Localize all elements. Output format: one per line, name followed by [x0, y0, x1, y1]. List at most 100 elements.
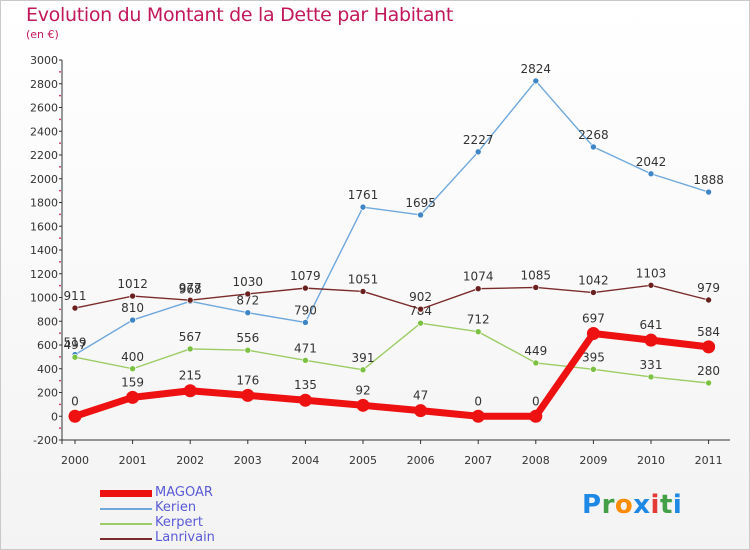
data-point [644, 333, 658, 347]
data-label: 159 [121, 375, 144, 389]
series-line-kerpert [74, 322, 709, 384]
data-label: 1030 [233, 275, 264, 289]
data-point [705, 296, 712, 304]
y-minor-tick [59, 355, 61, 358]
data-point [417, 319, 424, 327]
x-tick-label: 2002 [176, 454, 204, 467]
data-point [532, 77, 540, 85]
data-point [298, 393, 312, 407]
legend-label: Lanrivain [155, 530, 215, 545]
y-minor-tick [59, 237, 61, 240]
data-label: 2268 [578, 128, 609, 142]
data-label: 331 [640, 358, 663, 372]
data-label: 1042 [578, 274, 609, 288]
y-minor-tick [59, 308, 61, 311]
data-point [532, 284, 540, 291]
data-point [244, 290, 252, 298]
x-tick-label: 2009 [579, 454, 607, 467]
y-tick-label: 1000 [30, 292, 58, 305]
legend-label: Kerien [155, 500, 197, 515]
data-label: 1761 [348, 188, 379, 202]
data-label: 556 [236, 331, 259, 345]
data-point [183, 384, 197, 398]
y-tick-label: 2200 [30, 149, 58, 162]
y-minor-tick [59, 284, 61, 287]
x-tick-label: 2000 [61, 454, 89, 467]
y-tick-label: 800 [37, 315, 58, 328]
data-point [359, 203, 367, 211]
data-point [702, 340, 716, 354]
y-minor-tick [59, 403, 61, 406]
logo-letter: o [614, 490, 634, 520]
data-label: 790 [294, 303, 317, 317]
data-point [590, 143, 597, 151]
data-label: 92 [355, 383, 370, 397]
data-label: 697 [582, 311, 605, 325]
legend-swatch [100, 523, 152, 525]
data-label: 280 [697, 364, 720, 378]
data-label: 471 [294, 341, 317, 355]
y-minor-tick [59, 427, 61, 430]
series-line-kerien [74, 80, 709, 356]
data-point [471, 409, 485, 423]
y-tick-label: 2400 [30, 125, 58, 138]
data-label: 911 [64, 289, 87, 303]
y-minor-tick [59, 260, 61, 263]
data-label: 519 [64, 336, 87, 350]
y-tick-label: 1600 [30, 220, 58, 233]
y-tick-label: 2800 [30, 78, 58, 91]
y-tick-label: 1800 [30, 197, 58, 210]
data-point [647, 373, 655, 381]
x-tick-label: 2011 [695, 454, 723, 467]
data-label: 584 [697, 325, 720, 339]
data-label: 1085 [521, 268, 552, 282]
data-label: 968 [179, 282, 202, 296]
logo-letter: i [672, 490, 683, 520]
data-label: 2042 [636, 155, 667, 169]
data-point [647, 281, 655, 289]
data-label: 1695 [405, 196, 436, 210]
y-tick-label: 2600 [30, 102, 58, 115]
y-tick-label: -200 [33, 434, 58, 447]
logo-letter: i [650, 490, 660, 520]
data-label: 1012 [117, 277, 148, 291]
data-label: 1103 [636, 266, 667, 280]
legend-swatch [100, 508, 152, 510]
logo-letter: t [659, 490, 673, 520]
data-label: 391 [352, 351, 375, 365]
data-label: 1079 [290, 269, 321, 283]
data-label: 977 [179, 281, 202, 295]
data-point [129, 316, 136, 324]
data-point [71, 353, 79, 361]
y-tick-label: 600 [37, 339, 58, 352]
y-minor-tick [59, 379, 61, 382]
data-point [474, 148, 482, 156]
legend-label: Kerpert [155, 515, 203, 530]
y-minor-tick [59, 70, 61, 73]
data-label: 215 [179, 369, 202, 383]
y-minor-tick [59, 165, 61, 168]
data-point [244, 309, 252, 317]
y-tick-label: 400 [37, 363, 58, 376]
data-point [359, 366, 367, 374]
data-point [186, 345, 194, 353]
data-label: 47 [413, 389, 428, 403]
y-tick-label: 0 [51, 410, 58, 423]
y-minor-tick [59, 213, 61, 216]
x-tick-label: 2006 [407, 454, 435, 467]
data-point [705, 379, 712, 387]
data-point [68, 409, 82, 423]
data-point [529, 409, 543, 423]
data-label: 810 [121, 301, 144, 315]
y-tick-label: 1400 [30, 244, 58, 257]
data-label: 1888 [693, 173, 724, 187]
data-point [126, 390, 140, 404]
data-point [129, 365, 136, 373]
x-tick-label: 2010 [637, 454, 665, 467]
data-point [241, 388, 255, 402]
data-label: 176 [236, 373, 259, 387]
data-label: 0 [71, 394, 79, 408]
data-point [474, 328, 482, 336]
data-label: 1051 [348, 272, 379, 286]
data-point [302, 357, 309, 364]
